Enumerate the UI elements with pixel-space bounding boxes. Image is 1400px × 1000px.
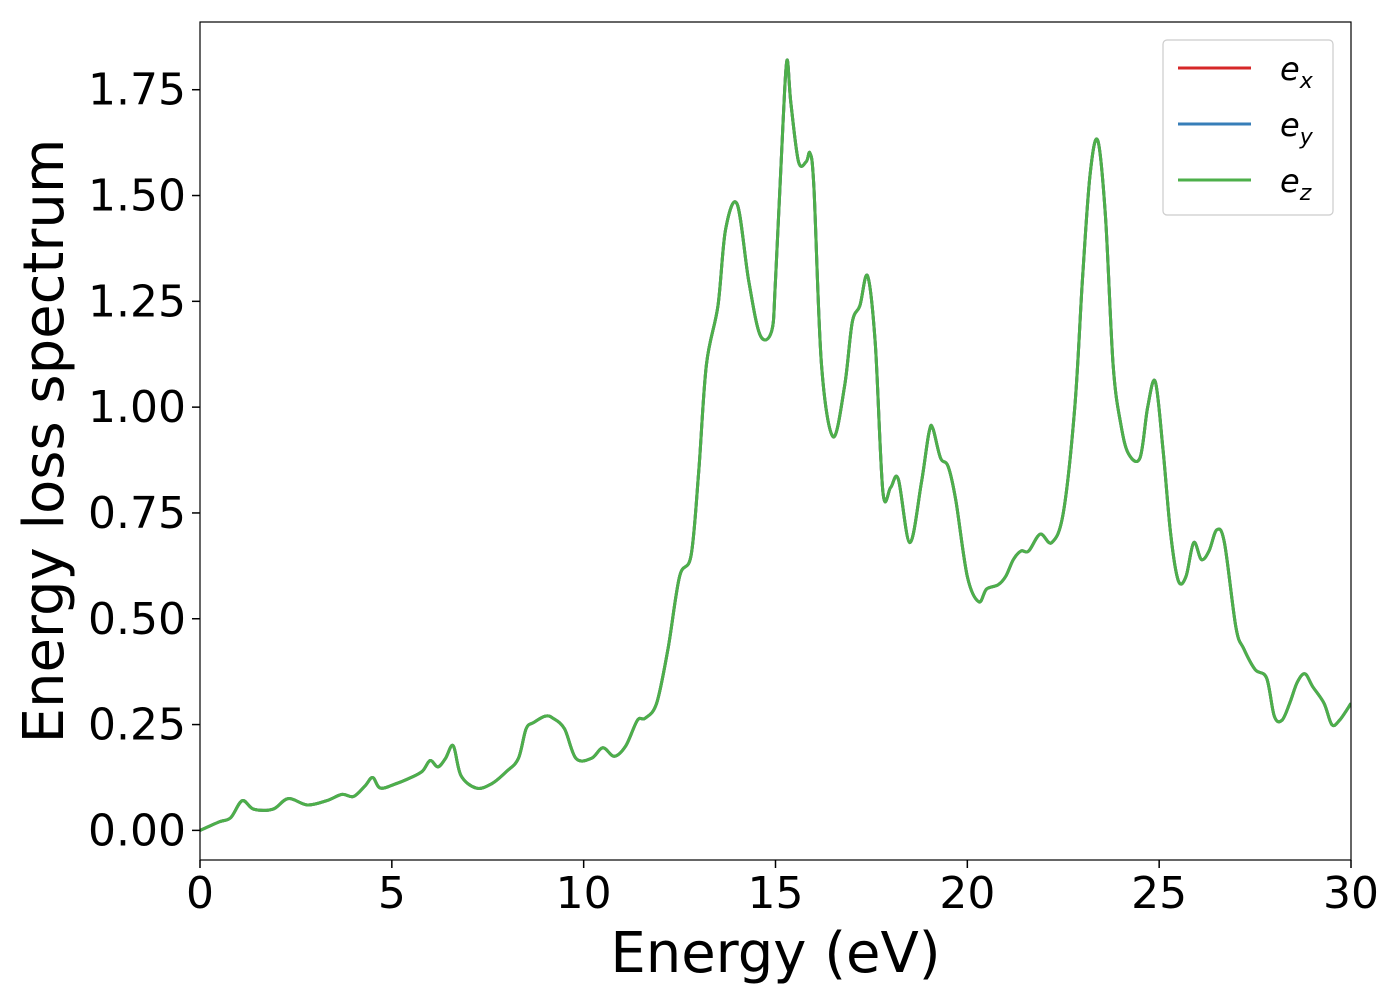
x-axis-title: Energy (eV) (610, 921, 940, 986)
legend-label-e-y: ey (1280, 106, 1314, 150)
legend-label-e-z: ez (1280, 162, 1312, 206)
y-axis-title: Energy loss spectrum (12, 139, 77, 744)
y-tick-label: 0.50 (88, 594, 186, 645)
x-tick-label: 25 (1131, 868, 1187, 919)
series-layer (200, 58, 1351, 832)
x-axis: 0 5 10 15 20 25 30 (186, 860, 1379, 919)
y-tick-label: 1.50 (88, 171, 186, 222)
x-tick-label: 5 (378, 868, 406, 919)
y-tick-label: 1.75 (88, 65, 186, 116)
x-tick-label: 20 (939, 868, 995, 919)
y-axis: 0.00 0.25 0.50 0.75 1.00 1.25 1.50 1.75 (88, 65, 200, 856)
legend-box (1162, 39, 1334, 216)
legend-label-e-x: ex (1280, 50, 1314, 94)
y-tick-label: 1.25 (88, 276, 186, 327)
legend: ex ey ez (1162, 39, 1334, 216)
x-tick-label: 15 (748, 868, 804, 919)
x-tick-label: 0 (186, 868, 214, 919)
x-tick-label: 30 (1323, 868, 1379, 919)
y-tick-label: 0.00 (88, 805, 186, 856)
y-tick-label: 1.00 (88, 382, 186, 433)
series-line-e-z (200, 58, 1351, 832)
y-tick-label: 0.25 (88, 700, 186, 751)
x-tick-label: 10 (556, 868, 612, 919)
y-tick-label: 0.75 (88, 488, 186, 539)
